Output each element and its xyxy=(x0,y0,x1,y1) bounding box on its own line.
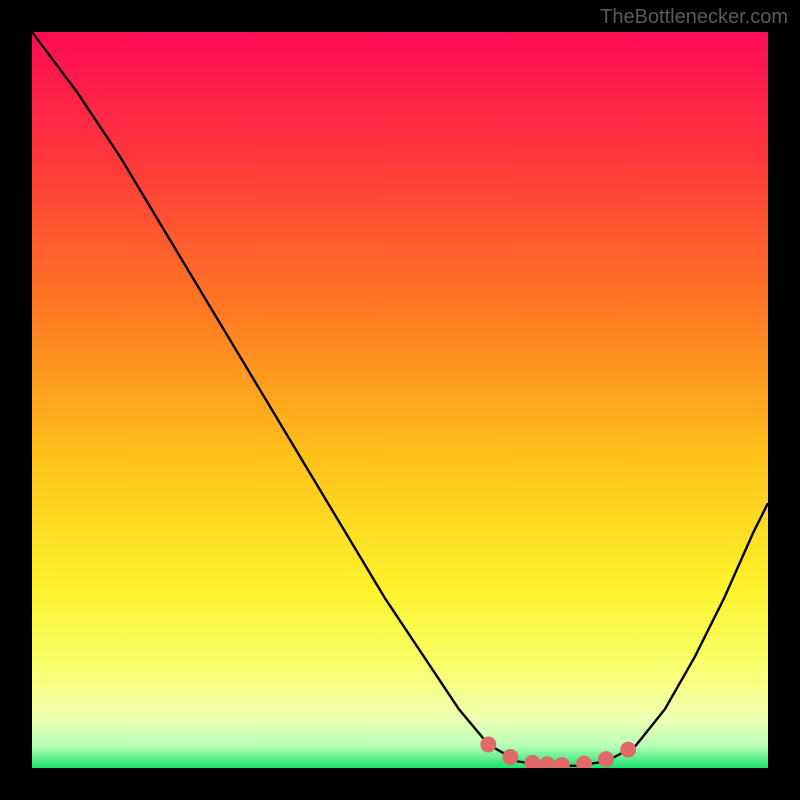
marker-point xyxy=(502,749,518,765)
marker-point xyxy=(576,756,592,768)
marker-point xyxy=(480,736,496,752)
marker-point xyxy=(524,755,540,768)
marker-point xyxy=(539,756,555,768)
optimal-markers xyxy=(32,32,768,768)
chart-plot-area xyxy=(32,32,768,768)
watermark-text: TheBottlenecker.com xyxy=(600,6,788,29)
marker-point xyxy=(554,757,570,768)
marker-point xyxy=(598,751,614,767)
marker-point xyxy=(620,742,636,758)
